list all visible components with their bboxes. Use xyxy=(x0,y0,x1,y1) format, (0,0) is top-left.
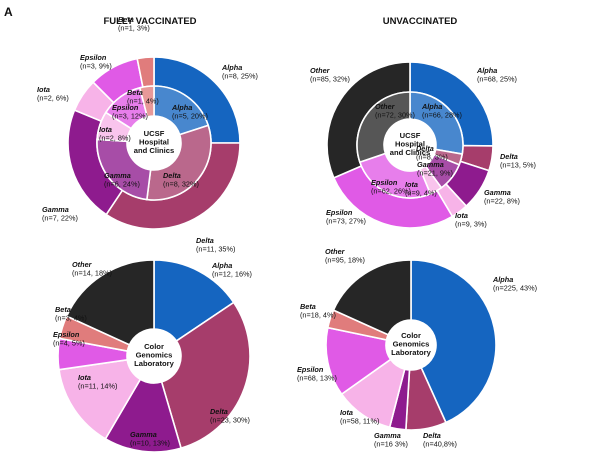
outer-label-beta: Beta (n=1, 3%) xyxy=(118,15,150,33)
outer-label-beta: Beta (n=3, 4%) xyxy=(55,305,87,323)
outer-label-epsilon: Epsilon (n=3, 9%) xyxy=(80,53,112,71)
pie-ucsf-vaccinated: UCSF Hospital and Clinics Alpha (n=8, 25%) De… xyxy=(37,15,258,254)
center-label: Color Genomics Laboratory xyxy=(134,342,174,368)
outer-label-gamma: Gamma (n=22, 8%) xyxy=(484,188,520,206)
outer-label-gamma: Gamma (n=10, 13%) xyxy=(130,430,170,448)
pie-ucsf-unvaccinated: UCSF Hospital and Clinics Alpha (n=68, 25%) D… xyxy=(310,61,536,229)
outer-label-iota: Iota (n=2, 6%) xyxy=(37,85,69,103)
outer-slice-delta xyxy=(160,301,251,450)
outer-slice-alpha xyxy=(153,259,235,343)
pie-color-unvaccinated: Color Genomics Laboratory Alpha (n=225, 43%)… xyxy=(297,247,537,449)
center-hole xyxy=(385,120,435,170)
outer-label-other: Other (n=95, 18%) xyxy=(325,247,365,265)
outer-label-epsilon: Epsilon (n=4, 5%) xyxy=(53,330,85,348)
center-hole xyxy=(387,321,435,369)
center-label: UCSF Hospital and Clinics xyxy=(390,131,431,157)
inner-slice-beta xyxy=(138,85,155,118)
inner-slice-delta xyxy=(145,124,212,201)
center-label: Color Genomics Laboratory xyxy=(391,331,431,357)
outer-slice-alpha xyxy=(410,259,497,424)
column-title-vaccinated: FULLY VACCINATED xyxy=(103,16,196,27)
inner-label-delta: Delta (n=8, 32%) xyxy=(163,171,199,189)
center-label: UCSF Hospital and Clinics xyxy=(134,129,175,155)
outer-label-other: Other (n=85, 32%) xyxy=(310,66,350,84)
outer-label-gamma: Gamma (n=16 3%) xyxy=(374,431,408,449)
outer-label-iota: Iota (n=9, 3%) xyxy=(455,211,487,229)
outer-slice-other xyxy=(332,259,412,336)
inner-label-alpha: Alpha (n=66, 28%) xyxy=(421,102,462,120)
outer-label-alpha: Alpha (n=225, 43%) xyxy=(492,275,537,293)
inner-label-iota: Iota (n=9, 4%) xyxy=(405,180,437,198)
center-hole xyxy=(128,117,180,169)
outer-label-delta: Delta (n=40,8%) xyxy=(423,431,457,449)
pie-color-vaccinated: Color Genomics Laboratory Alpha (n=12, 16%) D… xyxy=(53,259,252,453)
outer-label-gamma: Gamma (n=7, 22%) xyxy=(42,205,78,223)
column-title-unvaccinated: UNVACCINATED xyxy=(383,16,458,27)
outer-label-other: Other (n=14, 18%) xyxy=(72,260,112,278)
inner-label-alpha: Alpha (n=5, 20%) xyxy=(171,103,208,121)
outer-label-delta: Delta (n=13, 5%) xyxy=(500,152,536,170)
inner-label-beta: Beta (n=1, 4%) xyxy=(127,88,159,106)
inner-label-iota: Iota (n=2, 8%) xyxy=(99,125,131,143)
outer-label-iota: Iota (n=58, 11%) xyxy=(340,408,379,426)
outer-label-delta: Delta (n=23, 30%) xyxy=(210,407,250,425)
outer-slice-iota xyxy=(58,358,142,440)
outer-label-alpha: Alpha (n=68, 25%) xyxy=(476,66,517,84)
outer-label-iota: Iota (n=11, 14%) xyxy=(78,373,117,391)
inner-slice-alpha xyxy=(409,91,464,155)
outer-label-epsilon: Epsilon (n=73, 27%) xyxy=(326,208,366,226)
outer-slice-other xyxy=(65,259,155,346)
outer-label-alpha: Alpha (n=8, 25%) xyxy=(221,63,258,81)
inner-label-delta: Delta (n=8, 3%) xyxy=(416,144,448,162)
outer-label-beta: Beta (n=18, 4%) xyxy=(300,302,336,320)
outer-label-delta: Delta (n=11, 35%) xyxy=(196,236,235,254)
outer-slice-epsilon xyxy=(325,326,392,396)
center-hole xyxy=(128,330,180,382)
panel-letter: A xyxy=(4,5,13,19)
inner-slice-other xyxy=(356,91,411,164)
outer-label-epsilon: Epsilon (n=68, 13%) xyxy=(297,365,337,383)
inner-label-epsilon: Epsilon (n=3, 12%) xyxy=(112,103,148,121)
inner-label-other: Other (n=72, 30%) xyxy=(375,102,415,120)
inner-label-gamma: Gamma (n=21, 9%) xyxy=(417,160,453,178)
outer-label-alpha: Alpha (n=12, 16%) xyxy=(211,261,252,279)
inner-label-epsilon: Epsilon (n=62, 26%) xyxy=(371,178,411,196)
inner-label-gamma: Gamma (n=6, 24%) xyxy=(104,171,140,189)
